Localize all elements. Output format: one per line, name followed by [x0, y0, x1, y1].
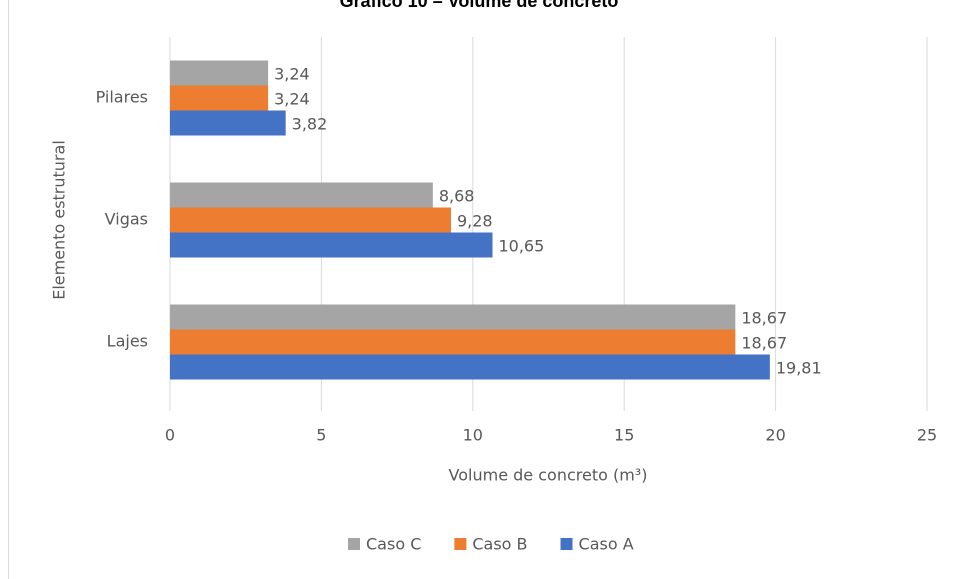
y-tick-label: Vigas — [105, 210, 148, 229]
x-tick-label: 5 — [316, 426, 326, 445]
bar — [170, 110, 286, 136]
legend-swatch — [560, 538, 573, 550]
data-label: 8,68 — [439, 187, 475, 206]
x-axis-label: Volume de concreto (m³) — [449, 466, 648, 485]
bar — [170, 182, 433, 208]
data-label: 18,67 — [741, 309, 787, 328]
bar — [170, 85, 269, 111]
y-tick-label: Lajes — [107, 332, 148, 351]
data-label: 10,65 — [498, 237, 544, 256]
y-axis-label: Elemento estrutural — [50, 140, 69, 300]
x-tick-label: 15 — [614, 426, 634, 445]
x-tick-label: 25 — [917, 426, 937, 445]
data-label: 18,67 — [741, 334, 787, 353]
data-label: 3,82 — [292, 115, 328, 134]
bar — [170, 304, 736, 330]
y-tick-label: Pilares — [96, 88, 148, 107]
x-tick-label: 20 — [765, 426, 785, 445]
data-label: 9,28 — [457, 212, 493, 231]
x-tick-label: 0 — [165, 426, 175, 445]
legend-label: Caso A — [579, 535, 634, 554]
bar — [170, 232, 493, 258]
x-tick-label: 10 — [463, 426, 483, 445]
bar — [170, 329, 736, 355]
legend-swatch — [348, 538, 360, 550]
data-label: 3,24 — [274, 90, 310, 109]
legend-label: Caso B — [472, 535, 527, 554]
legend-label: Caso C — [366, 535, 421, 554]
bar — [170, 354, 770, 380]
bar — [170, 207, 451, 233]
bar — [170, 60, 269, 86]
chart-title: Gráfico 10 – Volume de concreto — [340, 0, 619, 11]
data-label: 3,24 — [274, 65, 310, 84]
legend-swatch — [454, 538, 467, 550]
data-label: 19,81 — [776, 359, 822, 378]
